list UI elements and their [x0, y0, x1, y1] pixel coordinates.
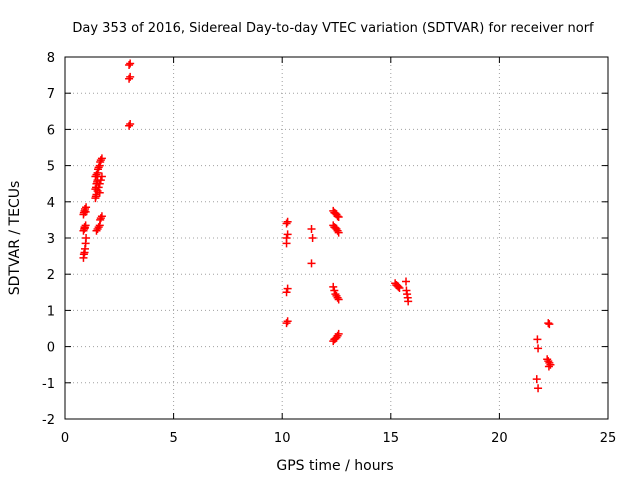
data-point	[545, 320, 554, 329]
data-point	[283, 284, 292, 293]
data-point	[334, 228, 343, 237]
data-point	[81, 221, 90, 230]
data-point	[334, 213, 343, 222]
data-point	[402, 277, 411, 286]
data-point	[97, 172, 106, 181]
data-point	[126, 72, 135, 81]
data-point	[283, 217, 292, 226]
data-point	[283, 230, 292, 239]
data-point	[126, 59, 135, 68]
x-tick-label: 5	[169, 431, 177, 446]
data-point	[125, 121, 134, 130]
y-tick-label: 4	[47, 196, 55, 211]
data-point	[282, 319, 291, 328]
y-tick-label: -1	[42, 377, 55, 392]
x-tick-label: 10	[274, 431, 291, 446]
data-point	[333, 226, 342, 235]
data-points	[79, 59, 555, 393]
data-point	[82, 234, 91, 242]
data-point	[97, 212, 106, 221]
data-point	[94, 183, 103, 192]
data-point	[544, 362, 553, 371]
data-point	[95, 179, 104, 188]
data-point	[125, 74, 134, 83]
data-point	[334, 295, 343, 304]
data-point	[282, 219, 291, 228]
y-tick-label: 6	[47, 123, 55, 138]
data-point	[96, 176, 105, 185]
y-tick-label: -2	[42, 413, 55, 428]
y-tick-label: 2	[47, 268, 55, 283]
data-point	[334, 329, 343, 338]
data-point	[534, 344, 543, 353]
y-tick-label: 8	[47, 51, 55, 66]
data-point	[283, 317, 292, 326]
data-point	[533, 335, 542, 344]
data-point	[125, 60, 134, 69]
data-point	[404, 297, 413, 306]
data-point	[96, 156, 105, 165]
data-point	[333, 293, 342, 302]
axis-ticks: 0 5 10 15 20 25 -2 -1 0 1 2 3 4 5 6 7 8	[42, 51, 616, 446]
data-point	[534, 384, 543, 393]
data-point	[544, 319, 553, 328]
data-point	[282, 288, 291, 297]
data-point	[330, 286, 339, 295]
data-point	[333, 331, 342, 340]
data-point	[97, 154, 106, 163]
data-point	[307, 224, 316, 233]
x-tick-label: 25	[600, 431, 617, 446]
y-tick-label: 7	[47, 87, 55, 102]
y-tick-label: 0	[47, 341, 55, 356]
data-point	[395, 283, 404, 292]
y-tick-label: 3	[47, 232, 55, 247]
x-tick-label: 0	[61, 431, 69, 446]
data-point	[126, 119, 135, 128]
grid-lines	[65, 57, 608, 419]
data-point	[96, 214, 105, 223]
y-tick-label: 1	[47, 304, 55, 319]
plot-frame	[64, 56, 609, 420]
data-point	[546, 360, 555, 369]
data-point	[308, 234, 317, 242]
x-tick-label: 15	[383, 431, 400, 446]
data-point	[329, 282, 338, 291]
x-tick-label: 20	[491, 431, 508, 446]
data-point	[92, 170, 101, 179]
data-point	[94, 163, 103, 172]
data-point	[532, 375, 541, 384]
x-axis-label: GPS time / hours	[276, 458, 393, 474]
y-tick-label: 5	[47, 160, 55, 175]
chart-title: Day 353 of 2016, Sidereal Day-to-day VTE…	[72, 21, 594, 36]
data-point	[282, 239, 291, 248]
y-axis-label: SDTVAR / TECUs	[7, 181, 23, 296]
data-point	[82, 203, 91, 212]
data-point	[394, 282, 403, 291]
data-point	[94, 223, 103, 232]
data-point	[95, 188, 104, 197]
data-point	[307, 259, 316, 268]
